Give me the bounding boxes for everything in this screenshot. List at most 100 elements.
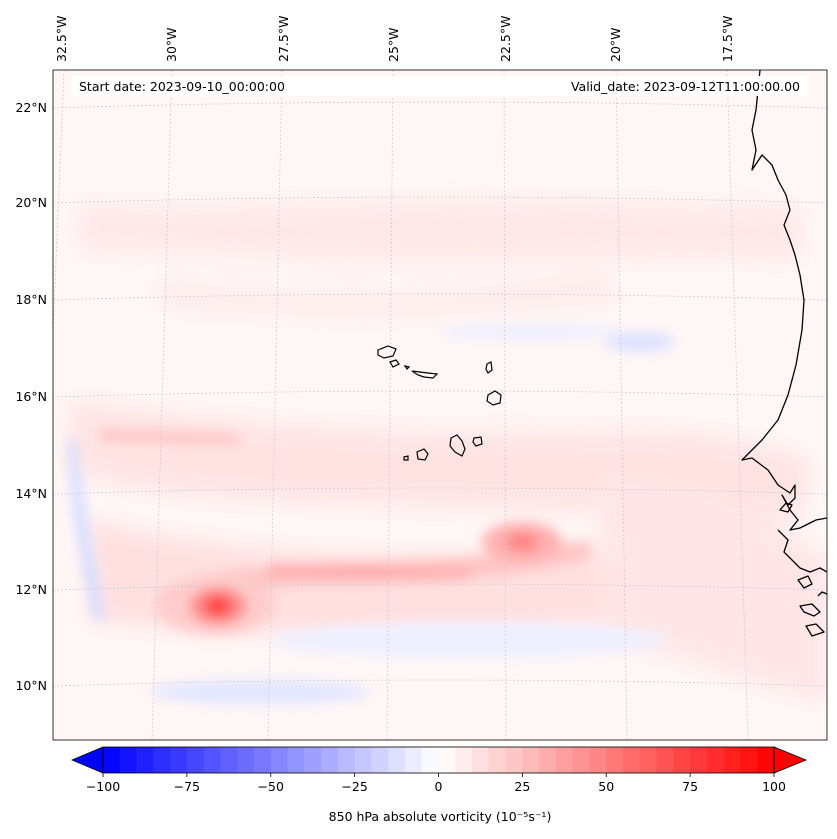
start-date-label: Start date: 2023-09-10_00:00:00 [79, 79, 285, 94]
coastline-guinea-bissau [777, 529, 827, 573]
colorbar-segment [522, 747, 540, 773]
colorbar-segment [253, 747, 272, 773]
colorbar-tick-label: 50 [598, 779, 614, 794]
colorbar-segment [103, 747, 121, 773]
colorbar-segment [723, 747, 742, 773]
colorbar-label: 850 hPa absolute vorticity (10⁻⁵s⁻¹) [329, 809, 552, 824]
colorbar-segment [388, 747, 406, 773]
colorbar-segment [438, 747, 456, 773]
colorbar-segment [287, 747, 305, 773]
lon-label-17.5: 17.5°W [720, 16, 735, 62]
island-sao-vicente [389, 359, 400, 368]
colorbar-tick-label: 100 [762, 779, 786, 794]
lat-label-12: 12°N [15, 582, 47, 597]
colorbar-segment [153, 747, 171, 773]
colorbar-segment [639, 747, 658, 773]
colorbar-segment [270, 747, 289, 773]
positive-vorticity-core-streak [270, 565, 470, 578]
colorbar-segment [606, 747, 624, 773]
colorbar-segment [757, 747, 775, 773]
valid-date-label: Valid_date: 2023-09-12T11:00:00.00 [571, 79, 800, 94]
lat-label-20: 20°N [15, 195, 47, 210]
colorbar-segment [455, 747, 473, 773]
island-santo-antao [377, 345, 397, 359]
colorbar-segment [354, 747, 372, 773]
header-background [72, 76, 808, 96]
island-santa-luzia [403, 365, 411, 370]
colorbar-segments [103, 747, 775, 773]
colorbar: −100 −75 −50 −25 0 25 50 75 100 850 hPa absolute… [70, 746, 808, 824]
colorbar-low-extension [70, 746, 104, 774]
cape-verde-islands [377, 345, 502, 461]
colorbar-tick-label: 75 [682, 779, 698, 794]
colorbar-segment [488, 747, 507, 773]
island-boa-vista [486, 390, 502, 406]
latitude-labels: 22°N 20°N 18°N 16°N 14°N 12°N 10°N [15, 100, 47, 693]
negative-vorticity-streak-west [68, 440, 105, 620]
coastline-bijagos-1 [797, 575, 813, 589]
negative-vorticity-southwide [270, 622, 670, 658]
colorbar-segment [589, 747, 607, 773]
island-sal [485, 361, 493, 374]
coastline-bijagos-2 [799, 603, 821, 617]
coastline-gambia-inlet [779, 502, 793, 513]
colorbar-tick-label: −25 [341, 779, 367, 794]
lat-label-22: 22°N [15, 100, 47, 115]
vorticity-band-upper [160, 270, 620, 316]
coastline-guinea [817, 591, 827, 597]
colorbar-segment [136, 747, 154, 773]
negative-vorticity-south [150, 680, 370, 704]
colorbar-segment [321, 747, 339, 773]
colorbar-segment [673, 747, 691, 773]
colorbar-tick-label: 0 [435, 779, 443, 794]
colorbar-segment [371, 747, 389, 773]
colorbar-segment [740, 747, 758, 773]
african-coastline [741, 70, 827, 637]
colorbar-segment [706, 747, 725, 773]
positive-vorticity-band-15n [100, 430, 240, 444]
colorbar-segment [572, 747, 591, 773]
island-santiago [449, 434, 466, 457]
colorbar-segment [237, 747, 255, 773]
island-maio [472, 436, 483, 447]
lon-label-25: 25°W [386, 27, 401, 62]
vorticity-band-north [80, 200, 800, 261]
positive-vorticity-streak [200, 540, 590, 593]
coastline-bijagos-3 [805, 623, 825, 637]
lat-label-14: 14°N [15, 486, 47, 501]
colorbar-segment [421, 747, 440, 773]
colorbar-segment [555, 747, 574, 773]
colorbar-segment [304, 747, 322, 773]
island-brava [403, 455, 409, 461]
coastline-mauritania-senegal [741, 70, 827, 531]
lon-label-32.5: 32.5°W [54, 16, 69, 62]
positive-vorticity-max-west [204, 596, 232, 616]
lon-label-30: 30°W [164, 27, 179, 62]
colorbar-tick-label: −100 [86, 779, 120, 794]
island-fogo [416, 448, 429, 461]
colorbar-segment [337, 747, 356, 773]
colorbar-segment [472, 747, 490, 773]
positive-vorticity-max-east [506, 533, 538, 551]
colorbar-ticks: −100 −75 −50 −25 0 25 50 75 100 [86, 773, 786, 794]
lat-label-10: 10°N [15, 678, 47, 693]
negative-vorticity-north2 [440, 324, 620, 340]
colorbar-segment [220, 747, 238, 773]
lat-label-18: 18°N [15, 292, 47, 307]
colorbar-high-extension [773, 746, 808, 774]
colorbar-tick-label: −50 [258, 779, 284, 794]
lon-label-27.5: 27.5°W [276, 16, 291, 62]
colorbar-segment [690, 747, 708, 773]
negative-vorticity-north [605, 332, 675, 352]
longitude-labels: 32.5°W 30°W 27.5°W 25°W 22.5°W 20°W 17.5… [54, 16, 735, 62]
colorbar-segment [404, 747, 423, 773]
colorbar-tick-label: −75 [174, 779, 200, 794]
colorbar-segment [186, 747, 205, 773]
map-frame [52, 69, 828, 741]
lon-label-20: 20°W [608, 27, 623, 62]
colorbar-segment [170, 747, 188, 773]
lat-label-16: 16°N [15, 389, 47, 404]
colorbar-segment [539, 747, 557, 773]
lon-label-22.5: 22.5°W [498, 16, 513, 62]
